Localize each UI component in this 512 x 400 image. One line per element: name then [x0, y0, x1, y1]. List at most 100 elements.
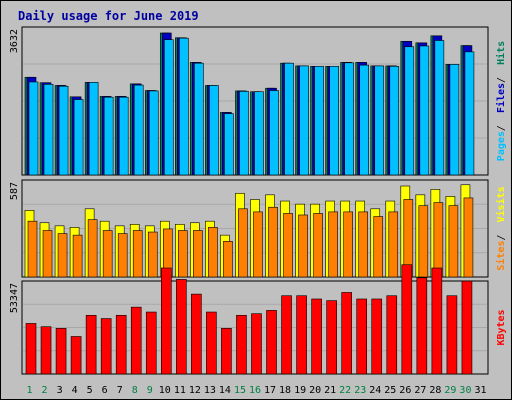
bar-sites-15: [238, 208, 248, 278]
legend-visits: Visits: [495, 186, 507, 222]
bar-pages-5: [88, 82, 99, 176]
bar-pages-8: [133, 84, 144, 176]
x-tick-label-3: 3: [57, 385, 63, 396]
bar-pages-27: [419, 45, 430, 176]
bar-pages-6: [103, 96, 114, 176]
x-tick-label-21: 21: [324, 385, 336, 396]
legend-kbytes: KBytes: [496, 309, 507, 345]
bar-kbytes-26: [401, 264, 413, 375]
bar-pages-29: [449, 64, 460, 176]
bar-sites-18: [283, 213, 293, 278]
x-tick-label-17: 17: [264, 385, 276, 396]
bar-sites-2: [42, 230, 53, 278]
x-tick-label-28: 28: [429, 385, 441, 396]
x-tick-label-15: 15: [234, 385, 246, 396]
bar-pages-2: [43, 83, 54, 176]
legend-files: Files: [495, 83, 507, 113]
bar-kbytes-10: [160, 267, 172, 375]
panel-visits_sites-ymax-label: 587: [9, 182, 20, 200]
bar-pages-16: [254, 91, 264, 176]
bar-kbytes-5: [85, 314, 97, 375]
bar-kbytes-2: [40, 326, 52, 375]
bar-sites-12: [193, 230, 203, 278]
panel-kbytes-ymax-label: 53347: [9, 283, 20, 313]
x-tick-label-7: 7: [117, 385, 123, 396]
bar-kbytes-19: [296, 295, 307, 375]
bar-pages-7: [118, 96, 129, 176]
x-tick-label-23: 23: [354, 385, 366, 396]
bar-pages-26: [404, 46, 415, 176]
bar-pages-24: [374, 65, 385, 176]
bar-kbytes-24: [371, 298, 383, 375]
legend-pages: Pages: [496, 131, 507, 161]
bar-sites-30: [463, 197, 474, 278]
bar-pages-10: [163, 39, 174, 176]
x-tick-label-20: 20: [309, 385, 321, 396]
bar-pages-14: [224, 113, 234, 176]
bar-sites-1: [27, 220, 38, 278]
legend-hits: Hits: [495, 41, 507, 65]
x-tick-label-16: 16: [249, 385, 261, 396]
bar-sites-27: [418, 205, 429, 278]
bar-sites-22: [343, 211, 353, 278]
bar-kbytes-12: [191, 293, 202, 375]
bar-kbytes-6: [100, 318, 112, 375]
bar-sites-24: [373, 216, 384, 278]
bar-kbytes-25: [386, 295, 398, 375]
x-tick-label-5: 5: [87, 385, 93, 396]
bar-kbytes-29: [446, 295, 458, 375]
bar-pages-22: [344, 62, 354, 176]
x-tick-label-18: 18: [279, 385, 291, 396]
bar-kbytes-22: [341, 292, 352, 375]
bar-sites-11: [178, 230, 188, 278]
bar-sites-25: [388, 211, 399, 278]
bar-sites-21: [328, 211, 338, 278]
bar-sites-8: [132, 230, 143, 278]
bar-pages-28: [434, 40, 445, 176]
bar-pages-9: [148, 90, 159, 176]
x-tick-label-12: 12: [189, 385, 201, 396]
bar-kbytes-3: [55, 328, 67, 375]
panel-hits_files_pages-ymax-label: 3632: [9, 29, 20, 53]
x-tick-label-11: 11: [174, 385, 186, 396]
bar-kbytes-30: [461, 280, 473, 375]
x-tick-label-30: 30: [459, 385, 471, 396]
bar-kbytes-11: [176, 279, 187, 375]
bar-pages-3: [58, 85, 69, 176]
bar-pages-21: [329, 66, 339, 176]
legend-separator: /: [496, 125, 507, 131]
bar-pages-30: [464, 51, 475, 176]
bar-sites-14: [223, 241, 233, 278]
legend-separator: /: [496, 77, 507, 83]
bar-pages-18: [284, 62, 294, 176]
bar-kbytes-1: [25, 323, 37, 375]
bar-sites-23: [358, 211, 369, 278]
x-tick-label-2: 2: [42, 385, 48, 396]
bar-sites-29: [448, 205, 459, 278]
x-tick-label-10: 10: [159, 385, 171, 396]
x-tick-label-13: 13: [204, 385, 216, 396]
x-tick-label-1: 1: [27, 385, 33, 396]
bar-kbytes-23: [356, 298, 368, 375]
bar-sites-4: [72, 234, 83, 278]
bar-pages-17: [269, 90, 279, 176]
x-tick-label-14: 14: [219, 385, 231, 396]
bar-sites-5: [87, 219, 98, 278]
legend-separator: /: [496, 235, 507, 241]
x-tick-label-4: 4: [72, 385, 78, 396]
bar-pages-23: [359, 64, 370, 176]
bar-sites-17: [268, 206, 278, 278]
bar-pages-11: [179, 37, 189, 176]
bar-sites-16: [253, 211, 263, 278]
bar-pages-15: [239, 91, 249, 176]
x-tick-label-19: 19: [294, 385, 306, 396]
x-tick-label-24: 24: [369, 385, 381, 396]
x-tick-label-8: 8: [132, 385, 138, 396]
bar-sites-6: [102, 230, 113, 278]
bar-kbytes-27: [416, 277, 428, 375]
legend-sites: Sites: [495, 241, 507, 271]
bar-sites-13: [208, 227, 218, 278]
bar-pages-25: [389, 66, 400, 176]
bar-kbytes-9: [145, 311, 157, 375]
